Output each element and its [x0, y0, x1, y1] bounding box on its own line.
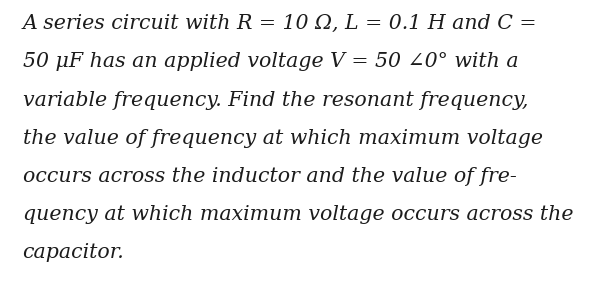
Text: the value of frequency at which maximum voltage: the value of frequency at which maximum …	[23, 129, 543, 148]
Text: 50 μF has an applied voltage V = 50 ∠0° with a: 50 μF has an applied voltage V = 50 ∠0° …	[23, 52, 518, 71]
Text: occurs across the inductor and the value of fre-: occurs across the inductor and the value…	[23, 167, 516, 186]
Text: variable frequency. Find the resonant frequency,: variable frequency. Find the resonant fr…	[23, 91, 528, 110]
Text: capacitor.: capacitor.	[23, 243, 124, 262]
Text: quency at which maximum voltage occurs across the: quency at which maximum voltage occurs a…	[23, 205, 573, 224]
Text: A series circuit with R = 10 Ω, L = 0.1 H and C =: A series circuit with R = 10 Ω, L = 0.1 …	[23, 14, 537, 33]
